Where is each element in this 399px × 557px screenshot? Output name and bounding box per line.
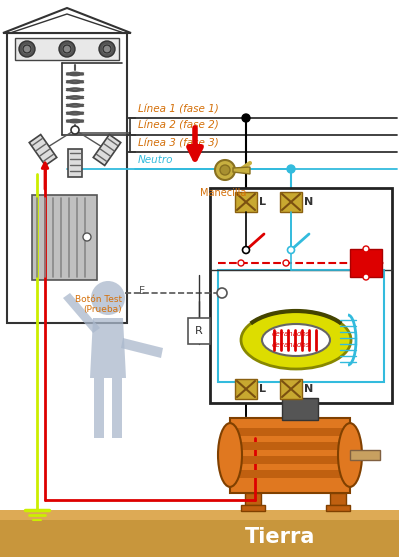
Bar — [280, 379, 302, 399]
Bar — [230, 418, 350, 493]
Text: Línea 2 (fase 2): Línea 2 (fase 2) — [138, 121, 219, 131]
Circle shape — [288, 247, 294, 253]
Circle shape — [83, 233, 91, 241]
Polygon shape — [121, 338, 163, 358]
Bar — [68, 149, 82, 177]
Bar — [7, 33, 127, 323]
Bar — [350, 249, 382, 277]
Bar — [188, 318, 210, 344]
Text: devanados: devanados — [272, 342, 310, 348]
Circle shape — [238, 260, 244, 266]
Bar — [282, 398, 318, 420]
Bar — [245, 493, 261, 505]
Circle shape — [62, 44, 72, 54]
Text: N: N — [304, 384, 313, 394]
Circle shape — [215, 160, 235, 180]
Bar — [15, 38, 119, 60]
Bar — [235, 192, 257, 212]
Polygon shape — [90, 318, 126, 378]
Circle shape — [22, 44, 32, 54]
Polygon shape — [3, 8, 131, 33]
Text: Neutro: Neutro — [138, 155, 174, 165]
Ellipse shape — [338, 423, 362, 487]
Circle shape — [59, 41, 75, 57]
Bar — [235, 379, 257, 399]
Text: L: L — [259, 197, 266, 207]
Polygon shape — [93, 135, 121, 165]
Text: Línea 3 (fase 3): Línea 3 (fase 3) — [138, 138, 219, 148]
Bar — [241, 505, 265, 511]
Bar — [330, 493, 346, 505]
Circle shape — [217, 288, 227, 298]
Circle shape — [242, 114, 250, 122]
Polygon shape — [233, 167, 250, 174]
Bar — [0, 510, 399, 557]
Text: Línea 1 (fase 1): Línea 1 (fase 1) — [138, 104, 219, 114]
Text: L: L — [259, 384, 266, 394]
Text: devanados: devanados — [272, 331, 310, 337]
Circle shape — [243, 247, 249, 253]
Bar — [232, 470, 346, 478]
Text: N: N — [304, 197, 313, 207]
Text: Botón Test
(Prueba): Botón Test (Prueba) — [75, 295, 122, 314]
Circle shape — [102, 44, 112, 54]
Circle shape — [19, 41, 35, 57]
Circle shape — [363, 246, 369, 252]
Ellipse shape — [241, 311, 351, 369]
Polygon shape — [94, 378, 104, 438]
Text: Manecilla: Manecilla — [200, 188, 246, 198]
Circle shape — [99, 41, 115, 57]
Circle shape — [220, 165, 230, 175]
Bar — [232, 428, 346, 436]
Bar — [218, 270, 384, 382]
Bar — [32, 195, 97, 280]
Ellipse shape — [262, 324, 330, 356]
Polygon shape — [63, 293, 100, 333]
Text: Tierra: Tierra — [245, 527, 315, 547]
Bar — [0, 510, 399, 520]
Polygon shape — [112, 378, 122, 438]
Text: R: R — [195, 326, 203, 336]
Bar — [350, 450, 380, 460]
Bar — [326, 505, 350, 511]
Text: E: E — [139, 286, 145, 296]
Bar — [280, 192, 302, 212]
Polygon shape — [29, 135, 57, 165]
Circle shape — [363, 274, 369, 280]
Ellipse shape — [218, 423, 242, 487]
Circle shape — [91, 281, 125, 315]
Circle shape — [283, 260, 289, 266]
Circle shape — [71, 126, 79, 134]
Bar — [232, 456, 346, 464]
Circle shape — [287, 165, 295, 173]
Bar — [232, 442, 346, 450]
Bar — [210, 188, 392, 403]
